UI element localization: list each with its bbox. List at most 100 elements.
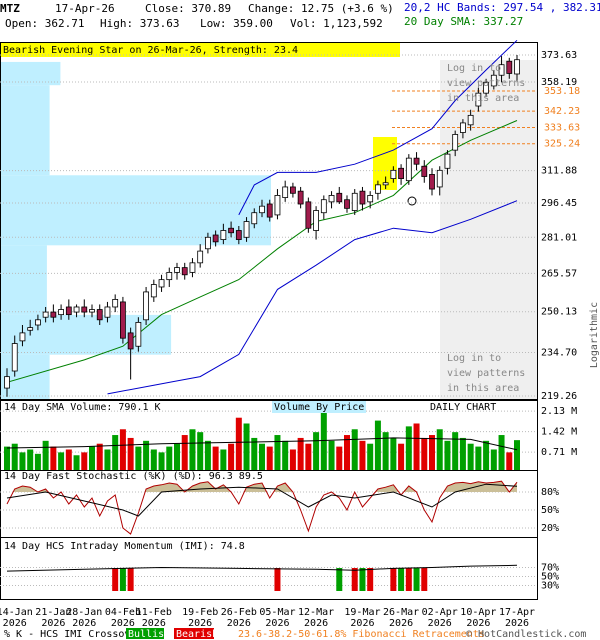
volume-bar xyxy=(436,429,443,470)
bearish-signal xyxy=(421,568,428,591)
volume-bar xyxy=(359,440,366,470)
candle-body xyxy=(390,169,397,179)
x-tick-year: 2026 xyxy=(466,618,490,629)
candle-body xyxy=(305,201,312,229)
x-tick-year: 2026 xyxy=(41,618,65,629)
candle-body xyxy=(320,199,327,214)
candle-body xyxy=(58,309,64,316)
candle-body xyxy=(35,319,41,326)
change: Change: 12.75 (+3.6 %) xyxy=(248,2,394,15)
vbp-title: Volume By Price xyxy=(274,402,364,413)
candle-body xyxy=(65,306,72,316)
annotation: DAILY CHART xyxy=(430,402,496,413)
bearish-signal xyxy=(274,568,281,591)
x-tick-label: 19-Feb xyxy=(182,607,218,618)
volume-bar xyxy=(498,435,505,470)
candle-body xyxy=(228,227,234,234)
candle-body xyxy=(189,262,196,273)
volume-bar xyxy=(143,440,150,470)
bands: 20,2 HC Bands: 297.54 , 382.31 xyxy=(404,1,600,14)
volume-bar xyxy=(27,449,34,470)
x-tick-year: 2026 xyxy=(350,618,374,629)
chart-title: 14 Day SMA Volume: 790.1 K xyxy=(4,402,161,413)
candle-body xyxy=(467,114,474,126)
x-tick-label: 14-Jan xyxy=(0,607,33,618)
fib-label: 325.24 xyxy=(544,139,580,150)
volume-bar xyxy=(429,435,435,470)
candle-body xyxy=(112,299,119,308)
bearish-signal xyxy=(112,568,119,591)
volume-bar xyxy=(81,452,88,470)
volume-bar xyxy=(506,452,513,470)
y-tick-label: 296.45 xyxy=(541,198,577,209)
fib-label: 333.63 xyxy=(544,122,580,133)
volume-bar xyxy=(467,443,474,470)
candle-body xyxy=(158,279,165,288)
candle-body xyxy=(266,203,273,218)
copyright: © HotCandlestick.com xyxy=(466,629,586,640)
bullish-signal xyxy=(413,568,420,591)
fibonacci-label: 23.6-38.2-50-61.8% Fibonacci Retracement… xyxy=(238,629,485,640)
volume-bar xyxy=(344,435,350,470)
candle-body xyxy=(274,195,281,216)
candle-body xyxy=(120,301,126,339)
volume-bar xyxy=(297,437,304,470)
volume-bar xyxy=(421,437,428,470)
x-tick-label: 28-Jan xyxy=(66,607,102,618)
volume-bar xyxy=(243,423,250,470)
bearish-signal xyxy=(405,568,412,591)
bearish-signal xyxy=(127,568,134,591)
indicator-line xyxy=(6,120,518,383)
indicator-line xyxy=(238,39,518,216)
volume-bar xyxy=(444,440,451,470)
chart-title: 14 Day Fast Stochastic (%K) (%D): 96.3 8… xyxy=(4,471,263,482)
volume-bar xyxy=(390,437,397,470)
volume-by-price-bar xyxy=(1,245,47,315)
volume-bar xyxy=(4,446,10,470)
bearish-label: Bearish xyxy=(176,629,218,640)
bearish-signal xyxy=(351,568,358,591)
symbol: MTZ xyxy=(0,2,20,15)
volume-bar xyxy=(204,440,211,470)
candle-body xyxy=(328,195,335,203)
candle-body xyxy=(96,309,103,321)
candle-body xyxy=(429,174,435,190)
volume-bar xyxy=(89,446,95,470)
candle-body xyxy=(135,321,142,347)
x-tick-label: 26-Mar xyxy=(383,607,419,618)
candle-body xyxy=(127,332,134,350)
volume-bar xyxy=(490,449,497,470)
candle-body xyxy=(243,221,250,238)
volume-bar xyxy=(42,440,49,470)
volume-bar xyxy=(73,455,80,470)
candle-body xyxy=(460,122,466,133)
volume-bar xyxy=(119,429,126,470)
x-tick-year: 2026 xyxy=(389,618,413,629)
volume-bar xyxy=(112,435,119,470)
x-tick-label: 02-Apr xyxy=(422,607,458,618)
volume-bar xyxy=(351,429,358,470)
y-tick-label: 219.26 xyxy=(541,391,577,402)
volume-bar xyxy=(158,452,165,470)
volume-bar xyxy=(305,443,312,470)
volume-bar xyxy=(452,432,459,470)
volume-bar xyxy=(336,446,343,470)
candle-body xyxy=(436,169,443,188)
y-tick-label: 281.01 xyxy=(541,232,577,243)
volume-bar xyxy=(483,440,490,470)
pattern-note: in this area xyxy=(447,93,519,104)
y-tick-label: 250.13 xyxy=(541,307,577,318)
pattern-banner xyxy=(0,42,400,57)
volume-bar xyxy=(127,437,134,470)
y-axis-label: Logarithmic xyxy=(589,302,600,368)
volume-sma xyxy=(6,437,518,451)
volume-bar xyxy=(313,432,320,470)
candle-body xyxy=(290,186,296,194)
x-tick-label: 05-Mar xyxy=(259,607,295,618)
candle-body xyxy=(444,153,451,169)
open: Open: 362.71 xyxy=(5,17,84,30)
x-tick-year: 2026 xyxy=(3,618,27,629)
volume-bar xyxy=(398,443,405,470)
candle-body xyxy=(398,167,404,179)
pattern-note: view patterns xyxy=(447,78,525,89)
